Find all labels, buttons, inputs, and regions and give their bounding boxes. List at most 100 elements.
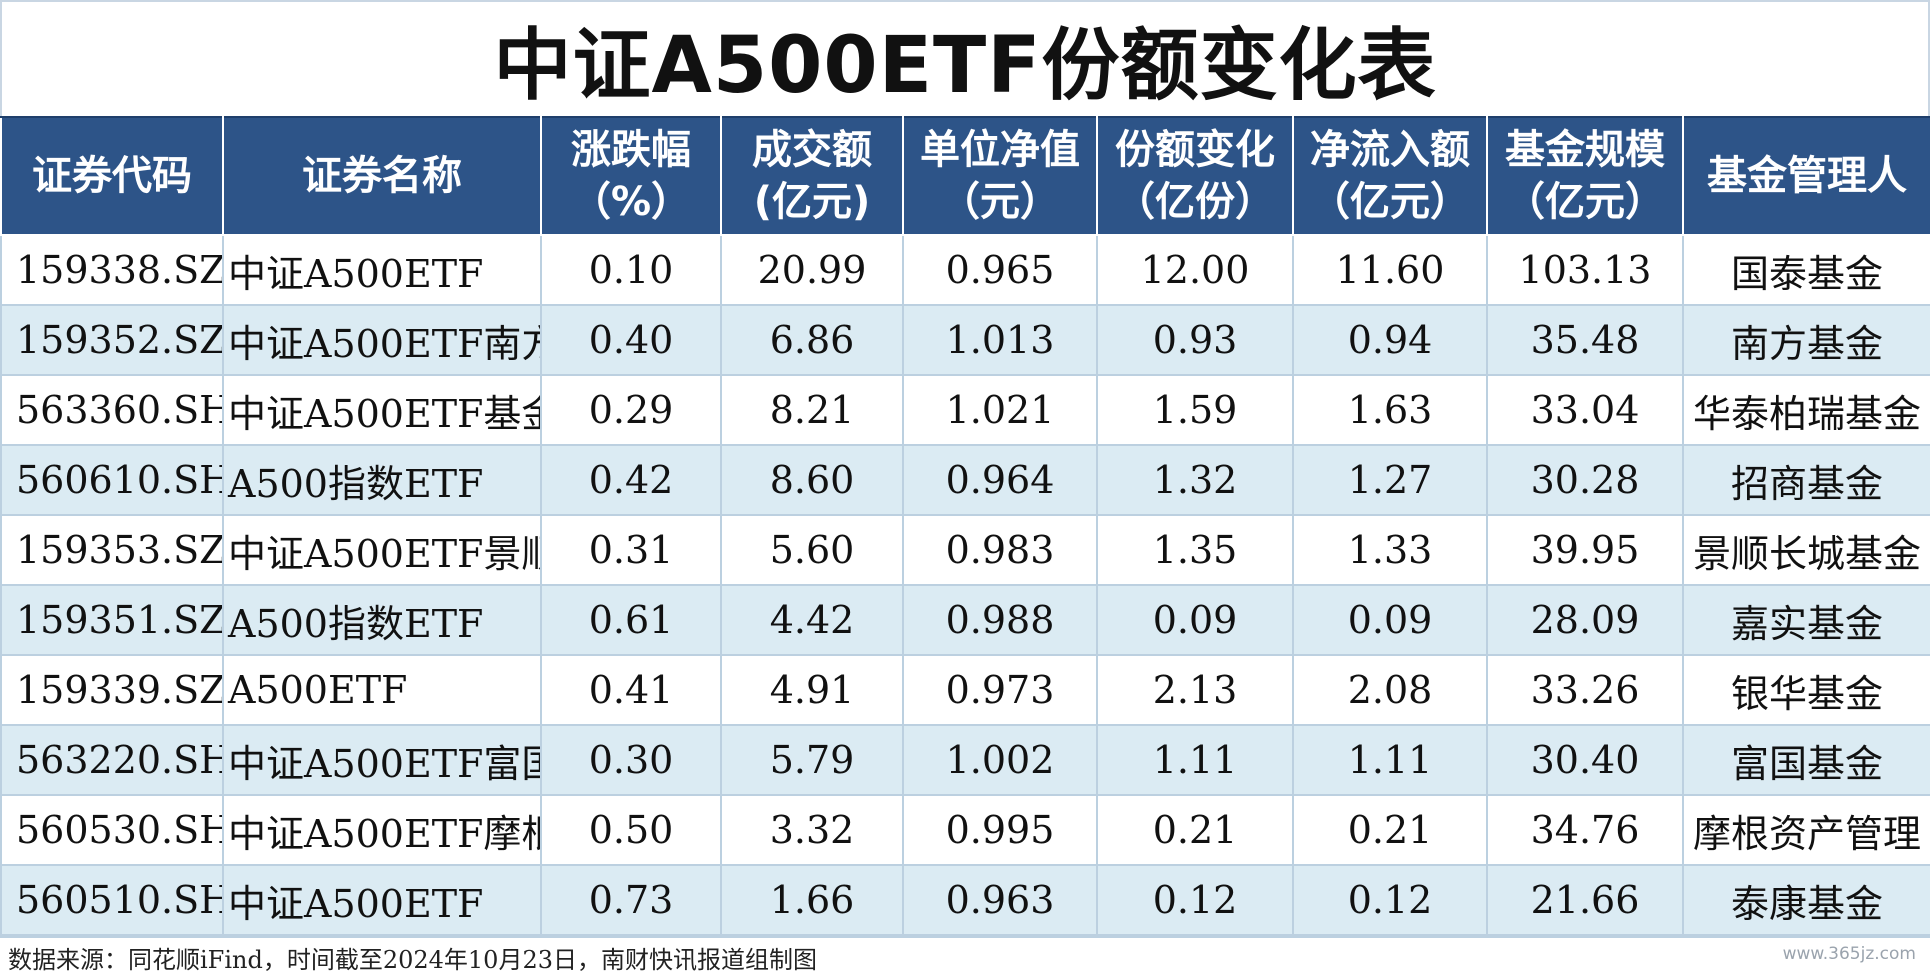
cell-net-inflow: 1.27 [1292, 444, 1488, 516]
cell-net-inflow: 0.21 [1292, 794, 1488, 866]
cell-net-inflow: 1.11 [1292, 724, 1488, 796]
cell-turnover: 4.42 [720, 584, 904, 656]
cell-fund-size: 103.13 [1486, 234, 1684, 306]
cell-turnover: 6.86 [720, 304, 904, 376]
header-fund-size-unit: （亿元） [1505, 179, 1665, 225]
cell-manager: 华泰柏瑞基金 [1682, 374, 1930, 446]
cell-turnover: 8.21 [720, 374, 904, 446]
cell-turnover: 1.66 [720, 864, 904, 936]
cell-code: 159338.SZ [0, 234, 224, 306]
cell-share-change: 1.11 [1096, 724, 1294, 796]
header-nav-label: 单位净值 [920, 127, 1080, 173]
cell-turnover: 5.79 [720, 724, 904, 796]
table-row: 159353.SZ 中证A500ETF景顺 0.31 5.60 0.983 1.35 1.3… [0, 514, 1930, 586]
cell-net-inflow: 0.09 [1292, 584, 1488, 656]
cell-fund-size: 39.95 [1486, 514, 1684, 586]
cell-manager: 景顺长城基金 [1682, 514, 1930, 586]
cell-nav: 0.965 [902, 234, 1098, 306]
cell-manager: 招商基金 [1682, 444, 1930, 516]
cell-share-change: 0.12 [1096, 864, 1294, 936]
cell-nav: 0.964 [902, 444, 1098, 516]
cell-code: 159352.SZ [0, 304, 224, 376]
header-row: 证券代码 证券名称 涨跌幅 （%） 成交额 (亿元) 单位净值 （元） [0, 116, 1930, 236]
cell-turnover: 20.99 [720, 234, 904, 306]
cell-change-pct: 0.40 [540, 304, 722, 376]
cell-code: 159353.SZ [0, 514, 224, 586]
cell-fund-size: 28.09 [1486, 584, 1684, 656]
cell-change-pct: 0.41 [540, 654, 722, 726]
cell-turnover: 4.91 [720, 654, 904, 726]
header-fund-size: 基金规模 （亿元） [1486, 116, 1684, 236]
header-change-pct-label: 涨跌幅 [571, 127, 691, 173]
cell-share-change: 2.13 [1096, 654, 1294, 726]
cell-code: 560530.SH [0, 794, 224, 866]
table-body: 159338.SZ 中证A500ETF 0.10 20.99 0.965 12.00 11.… [0, 234, 1930, 936]
cell-share-change: 12.00 [1096, 234, 1294, 306]
cell-name: 中证A500ETF [222, 234, 542, 306]
cell-manager: 摩根资产管理 [1682, 794, 1930, 866]
cell-code: 563360.SH [0, 374, 224, 446]
cell-net-inflow: 2.08 [1292, 654, 1488, 726]
cell-net-inflow: 0.12 [1292, 864, 1488, 936]
table-row: 563360.SH 中证A500ETF基金 0.29 8.21 1.021 1.59 1.6… [0, 374, 1930, 446]
cell-fund-size: 34.76 [1486, 794, 1684, 866]
cell-change-pct: 0.30 [540, 724, 722, 796]
cell-change-pct: 0.29 [540, 374, 722, 446]
cell-share-change: 1.32 [1096, 444, 1294, 516]
cell-turnover: 5.60 [720, 514, 904, 586]
cell-nav: 0.963 [902, 864, 1098, 936]
header-change-pct-unit: （%） [570, 179, 692, 225]
table-row: 560610.SH A500指数ETF 0.42 8.60 0.964 1.32 1.27 3… [0, 444, 1930, 516]
cell-fund-size: 21.66 [1486, 864, 1684, 936]
watermark: www.365jz.com [1782, 944, 1916, 964]
header-share-change-label: 份额变化 [1115, 127, 1275, 173]
cell-change-pct: 0.61 [540, 584, 722, 656]
cell-name: 中证A500ETF [222, 864, 542, 936]
cell-nav: 0.995 [902, 794, 1098, 866]
cell-name: 中证A500ETF南方 [222, 304, 542, 376]
cell-name: A500指数ETF [222, 444, 542, 516]
cell-name: 中证A500ETF富国 [222, 724, 542, 796]
cell-share-change: 1.59 [1096, 374, 1294, 446]
cell-code: 560510.SH [0, 864, 224, 936]
table-row: 560510.SH 中证A500ETF 0.73 1.66 0.963 0.12 0.12 2… [0, 864, 1930, 936]
cell-manager: 南方基金 [1682, 304, 1930, 376]
footer: 数据来源：同花顺iFind，时间截至2024年10月23日，南财快讯报道组制图 … [0, 936, 1930, 974]
cell-change-pct: 0.31 [540, 514, 722, 586]
header-net-inflow: 净流入额 （亿元） [1292, 116, 1488, 236]
header-manager: 基金管理人 [1682, 116, 1930, 236]
cell-share-change: 0.09 [1096, 584, 1294, 656]
cell-fund-size: 30.28 [1486, 444, 1684, 516]
cell-change-pct: 0.50 [540, 794, 722, 866]
cell-net-inflow: 1.63 [1292, 374, 1488, 446]
header-share-change: 份额变化 （亿份） [1096, 116, 1294, 236]
cell-share-change: 0.93 [1096, 304, 1294, 376]
cell-fund-size: 35.48 [1486, 304, 1684, 376]
header-nav: 单位净值 （元） [902, 116, 1098, 236]
cell-manager: 国泰基金 [1682, 234, 1930, 306]
cell-change-pct: 0.10 [540, 234, 722, 306]
header-code-label: 证券代码 [32, 153, 192, 199]
header-share-change-unit: （亿份） [1115, 179, 1275, 225]
table-row: 159352.SZ 中证A500ETF南方 0.40 6.86 1.013 0.93 0.9… [0, 304, 1930, 376]
cell-net-inflow: 0.94 [1292, 304, 1488, 376]
cell-fund-size: 33.04 [1486, 374, 1684, 446]
cell-turnover: 3.32 [720, 794, 904, 866]
cell-name: 中证A500ETF基金 [222, 374, 542, 446]
header-name: 证券名称 [222, 116, 542, 236]
header-name-label: 证券名称 [302, 153, 462, 199]
cell-code: 159351.SZ [0, 584, 224, 656]
etf-share-table: 证券代码 证券名称 涨跌幅 （%） 成交额 (亿元) 单位净值 （元） [0, 116, 1930, 936]
cell-name: 中证A500ETF摩根 [222, 794, 542, 866]
cell-code: 159339.SZ [0, 654, 224, 726]
cell-nav: 1.021 [902, 374, 1098, 446]
header-turnover-label: 成交额 [752, 127, 872, 173]
source-note: 数据来源：同花顺iFind，时间截至2024年10月23日，南财快讯报道组制图 [8, 946, 817, 974]
table-row: 560530.SH 中证A500ETF摩根 0.50 3.32 0.995 0.21 0.2… [0, 794, 1930, 866]
cell-manager: 银华基金 [1682, 654, 1930, 726]
cell-fund-size: 33.26 [1486, 654, 1684, 726]
cell-change-pct: 0.73 [540, 864, 722, 936]
header-turnover: 成交额 (亿元) [720, 116, 904, 236]
cell-code: 560610.SH [0, 444, 224, 516]
